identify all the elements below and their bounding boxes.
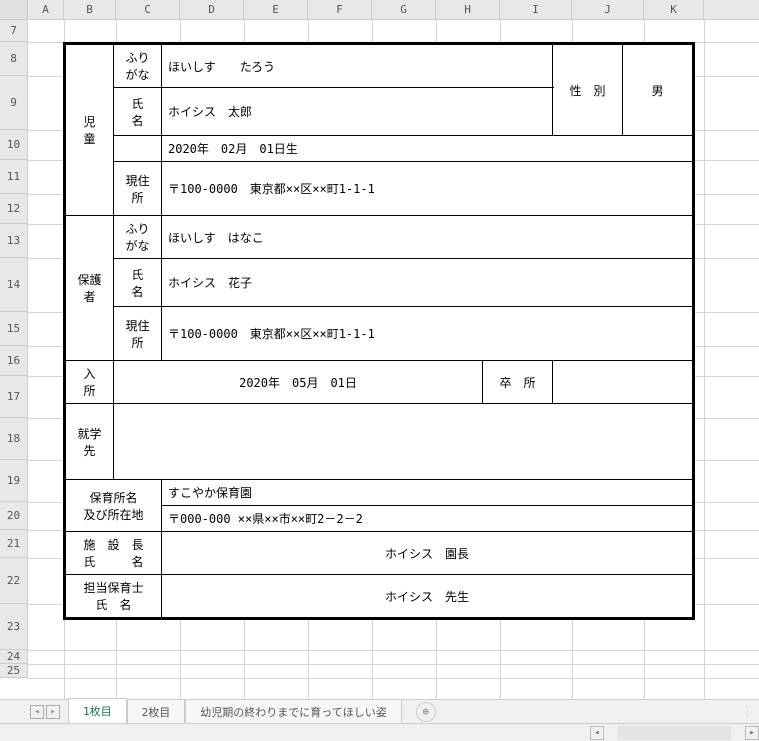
child-section-label: 児 童 [66,45,114,216]
child-name[interactable]: ホイシス 太郎 [162,88,553,136]
row-header[interactable]: 11 [0,160,28,194]
facility-head-label: 施 設 長 氏 名 [66,532,162,575]
row-header[interactable]: 23 [0,604,28,650]
guardian-furigana[interactable]: ほいしす はなこ [162,216,693,259]
child-name-label: 氏 名 [114,88,162,136]
guardian-name[interactable]: ホイシス 花子 [162,259,693,307]
column-header[interactable]: E [244,0,308,19]
column-header[interactable]: J [572,0,644,19]
column-header[interactable]: K [644,0,704,19]
guardian-name-label: 氏 名 [114,259,162,307]
guardian-furigana-label: ふりがな [114,216,162,259]
column-header[interactable]: A [28,0,64,19]
enroll-in-date[interactable]: 2020年 05月 01日 [114,361,483,404]
column-header[interactable]: C [116,0,180,19]
column-header[interactable]: H [436,0,500,19]
facility-staff[interactable]: ホイシス 先生 [162,575,693,618]
guardian-addr[interactable]: 〒100-0000 東京都××区××町1-1-1 [162,307,693,361]
column-header[interactable]: G [372,0,436,19]
scroll-left[interactable]: ◂ [590,726,604,740]
row-header[interactable]: 15 [0,312,28,346]
column-header[interactable]: B [64,0,116,19]
tab-nav-first[interactable]: ◂ [30,705,44,719]
sex-label: 性 別 [553,45,623,136]
row-header[interactable]: 20 [0,502,28,530]
school-label: 就学先 [66,404,114,480]
row-header[interactable]: 18 [0,418,28,460]
add-sheet-button[interactable]: ⊕ [416,702,436,722]
tab-sheet-3[interactable]: 幼児期の終わりまでに育ってほしい姿 [185,699,401,724]
row-header[interactable]: 9 [0,76,28,130]
child-furigana[interactable]: ほいしす たろう [162,45,553,88]
column-header[interactable]: D [180,0,244,19]
row-header[interactable]: 22 [0,558,28,604]
column-header[interactable]: I [500,0,572,19]
school-value[interactable] [114,404,693,480]
guardian-addr-label: 現住所 [114,307,162,361]
child-furigana-label: ふりがな [114,45,162,88]
row-header[interactable]: 13 [0,224,28,258]
tab-sheet-2[interactable]: 2枚目 [127,699,186,724]
tab-nav: ◂ ▸ [30,705,60,719]
row-header[interactable]: 17 [0,376,28,418]
scroll-right[interactable]: ▸ [745,726,759,740]
tab-sheet-1[interactable]: 1枚目 [68,698,127,725]
row-header[interactable]: 21 [0,530,28,558]
tab-divider: ⋮ [742,705,753,718]
guardian-section-label: 保護者 [66,216,114,361]
scroll-track[interactable] [618,726,731,740]
facility-addr[interactable]: 〒000-000 ××県××市××町2－2－2 [162,506,693,532]
row-header[interactable]: 12 [0,194,28,224]
spreadsheet: ABCDEFGHIJK 7891011121314151617181920212… [0,0,759,741]
horizontal-scrollbar[interactable]: ◂ ▸ [0,723,759,741]
column-header[interactable]: F [308,0,372,19]
enroll-out-label: 卒 所 [483,361,553,404]
enroll-in-label: 入 所 [66,361,114,404]
row-header[interactable]: 24 [0,650,28,664]
tab-nav-last[interactable]: ▸ [46,705,60,719]
child-addr-label: 現住所 [114,162,162,216]
row-header[interactable]: 16 [0,346,28,376]
row-header[interactable]: 19 [0,460,28,502]
row-header[interactable]: 8 [0,42,28,76]
enroll-out-date[interactable] [553,361,693,404]
facility-name[interactable]: すこやか保育園 [162,480,693,506]
column-headers: ABCDEFGHIJK [0,0,759,20]
row-header[interactable]: 7 [0,20,28,42]
child-addr[interactable]: 〒100-0000 東京都××区××町1-1-1 [162,162,693,216]
row-header[interactable]: 25 [0,664,28,678]
facility-head[interactable]: ホイシス 園長 [162,532,693,575]
child-birth[interactable]: 2020年 02月 01日生 [162,136,693,162]
facility-name-label: 保育所名 及び所在地 [66,480,162,532]
form-table: 児 童 ふりがな ほいしす たろう 性 別 男 氏 名 ホイシス 太郎 2020… [63,42,695,620]
sex-value[interactable]: 男 [623,45,693,136]
row-header[interactable]: 14 [0,258,28,312]
row-headers: 78910111213141516171819202122232425 [0,20,28,678]
facility-staff-label: 担当保育士 氏 名 [66,575,162,618]
sheet-tabs: ◂ ▸ 1枚目 2枚目 幼児期の終わりまでに育ってほしい姿 ⊕ ⋮ [0,699,759,723]
row-header[interactable]: 10 [0,130,28,160]
